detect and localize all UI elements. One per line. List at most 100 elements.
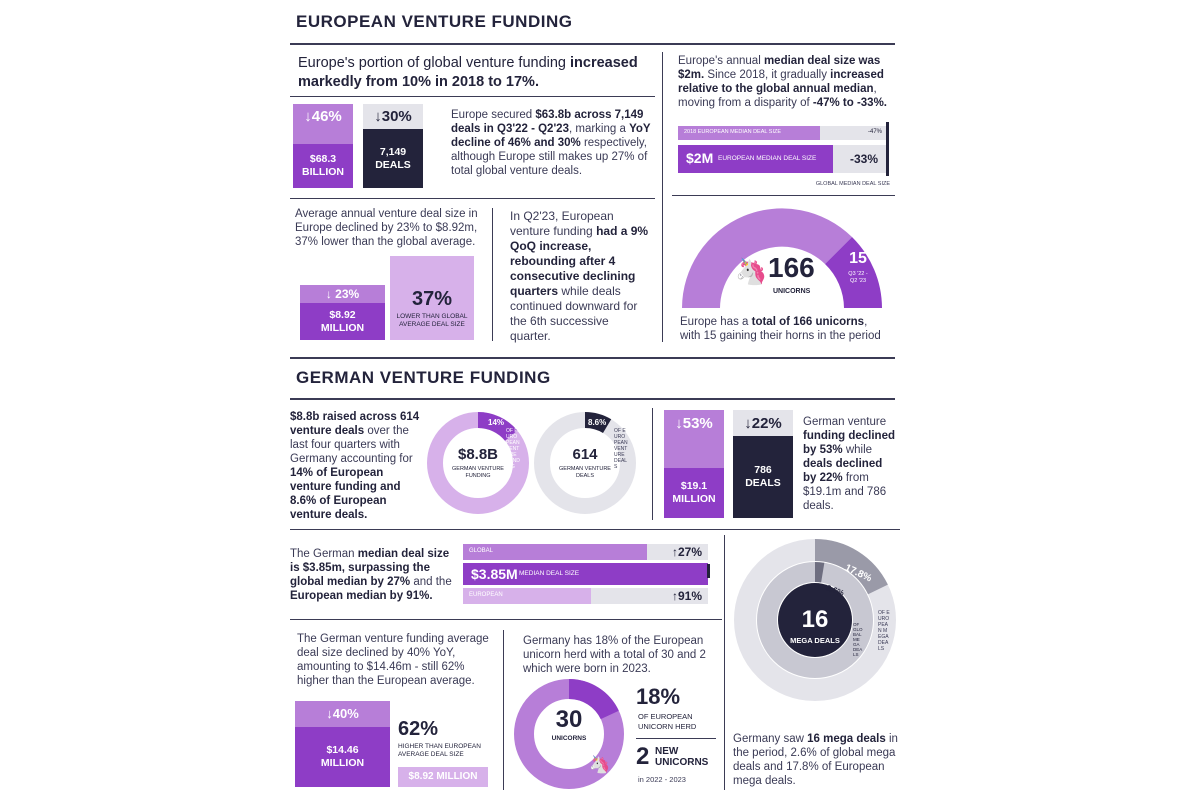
arrow-down-icon: ↓ bbox=[325, 287, 336, 301]
de-herd-pct-label: OF EUROPEAN UNICORN HERD bbox=[638, 712, 696, 732]
de-avg-bar: ↓ 40% $14.46 MILLION bbox=[295, 701, 390, 787]
eu-deals-pct: 30% bbox=[381, 108, 412, 125]
de-median-bar-current-label: MEDIAN DEAL SIZE bbox=[519, 570, 580, 577]
de-raised-p1: over the last four quarters with Germany… bbox=[290, 425, 413, 465]
de-deals-bar: ↓ 22% 786 DEALS bbox=[733, 410, 793, 518]
de-deals-value: 786 bbox=[754, 464, 772, 476]
de-vdivider-1 bbox=[652, 408, 653, 520]
de-median-bar-global-pct-val: 27% bbox=[677, 545, 702, 559]
eu-avg-37-value: 37% bbox=[411, 288, 453, 310]
eu-avg-37-box: 37% LOWER THAN GLOBAL AVERAGE DEAL SIZE bbox=[390, 256, 474, 340]
eu-funding-bar-bottom: $68.3 BILLION bbox=[293, 144, 353, 188]
eu-funding-bar-top: ↓ 46% bbox=[293, 104, 353, 144]
eu-median-bar-2018: 2018 EUROPEAN MEDIAN DEAL SIZE -47% bbox=[678, 126, 888, 140]
de-mega-outer-label: OF EUROPEAN MEGA DEALS bbox=[878, 610, 890, 652]
unicorn-icon: 🦄 bbox=[589, 755, 611, 774]
de-deals-donut-value: 614 bbox=[572, 446, 598, 463]
de-deals-bar-top: ↓ 22% bbox=[733, 410, 793, 436]
arrow-down-icon: ↓ bbox=[675, 415, 683, 432]
de-median-text: The German median deal size is $3.85m, s… bbox=[290, 547, 460, 603]
eu-title-divider bbox=[290, 43, 895, 45]
eu-funding-bar: ↓ 46% $68.3 BILLION bbox=[293, 104, 353, 188]
arrow-down-icon: ↓ bbox=[326, 706, 333, 721]
de-median-bar-global-pct: ↑27% bbox=[672, 545, 702, 559]
eu-avg-37-label: LOWER THAN GLOBAL AVERAGE DEAL SIZE bbox=[396, 313, 468, 328]
de-avg-pct: 40% bbox=[332, 706, 359, 721]
eu-unicorn-gauge bbox=[682, 208, 882, 308]
de-mega-text: Germany saw 16 mega deals in the period,… bbox=[733, 732, 903, 788]
de-mega-b1: 16 mega deals bbox=[807, 733, 886, 745]
eu-right-divider bbox=[672, 195, 895, 196]
de-avg-unit: MILLION bbox=[320, 757, 365, 769]
de-median-bar-global-fill bbox=[463, 544, 647, 560]
de-mega-inner-share bbox=[757, 562, 873, 678]
de-declined-b2: deals declined by 22% bbox=[803, 458, 883, 484]
de-deals-bar-bottom: 786 DEALS bbox=[733, 436, 793, 518]
eu-unicorn-count: 166 bbox=[768, 252, 815, 283]
eu-unicorn-p2: , with 15 gaining their horns in the per… bbox=[680, 316, 881, 342]
de-funding-donut-arc-label: OF EUROPEAN VENTURE FUNDING bbox=[506, 428, 520, 470]
eu-median-text: Europe's annual median deal size was $2m… bbox=[678, 54, 893, 110]
de-funding-donut-label-2: FUNDING bbox=[465, 473, 491, 479]
eu-unicorn-p1: Europe has a bbox=[680, 316, 752, 328]
eu-funding-unit: BILLION bbox=[302, 166, 344, 178]
eu-avg-pct: 23% bbox=[335, 287, 360, 301]
arrow-up-icon: ↑ bbox=[671, 589, 678, 603]
eu-unicorn-label: UNICORNS bbox=[773, 288, 811, 295]
de-avg-eu-box: $8.92 MILLION bbox=[398, 767, 488, 787]
eu-median-p1: Europe's annual bbox=[678, 55, 764, 67]
de-top-divider bbox=[290, 357, 895, 359]
eu-global-marker bbox=[886, 122, 889, 176]
de-median-bar-current-value: $3.85M bbox=[471, 566, 518, 582]
de-raised-b1: $8.8b raised across 614 venture deals bbox=[290, 411, 420, 437]
de-funding-donut-pct: 14% bbox=[488, 418, 505, 427]
de-median-p1: The German bbox=[290, 548, 358, 560]
de-median-bar-european-label: EUROPEAN bbox=[469, 592, 503, 598]
eu-avg-unit: MILLION bbox=[320, 321, 365, 334]
eu-median-b3: -47% to -33%. bbox=[812, 97, 887, 109]
de-funding-pct: 53% bbox=[682, 415, 713, 432]
de-declined-text: German venture funding declined by 53% w… bbox=[803, 415, 898, 513]
de-funding-bar: ↓ 53% $19.1 MILLION bbox=[664, 410, 724, 518]
de-new-label-1: NEW bbox=[655, 746, 679, 757]
de-median-bar-european-pct-val: 91% bbox=[677, 589, 702, 603]
de-herd-text: Germany has 18% of the European unicorn … bbox=[523, 635, 706, 675]
eu-median-bar-2018-label: 2018 EUROPEAN MEDIAN DEAL SIZE bbox=[684, 129, 781, 135]
de-herd-pct-label-2: UNICORN HERD bbox=[638, 722, 697, 731]
eu-funding-pct: 46% bbox=[311, 108, 342, 125]
de-raised-text: $8.8b raised across 614 venture deals ov… bbox=[290, 410, 420, 522]
de-new-count: 2 bbox=[636, 743, 650, 770]
eu-secured-b2: YoY decline of 46% and 30% bbox=[451, 123, 651, 149]
eu-headline-bold: increased markedly from 10% in 2018 to 1… bbox=[298, 55, 638, 90]
de-mega-inner-label: OF GLOBAL MEGA DEALS bbox=[853, 622, 863, 657]
de-herd-pct-label-1: OF EUROPEAN bbox=[638, 712, 693, 721]
eu-avg-bar-top: ↓ 23% bbox=[300, 285, 385, 303]
eu-q2-b1: had a 9% QoQ increase, rebounding after … bbox=[510, 224, 649, 298]
eu-vdivider bbox=[662, 52, 663, 342]
de-herd-label: UNICORNS bbox=[551, 735, 587, 742]
de-deals-donut-label: GERMAN VENTURE DEALS bbox=[547, 466, 623, 480]
de-herd-donut bbox=[514, 679, 624, 789]
de-new-period: in 2022 - 2023 bbox=[638, 775, 686, 784]
arrow-down-icon: ↓ bbox=[374, 108, 382, 125]
de-median-b2: European median by 91%. bbox=[290, 590, 433, 602]
eu-median-b1: median deal size was $2m. bbox=[678, 55, 881, 81]
de-declined-b1: funding declined by 53% bbox=[803, 430, 895, 456]
eu-divider-2 bbox=[290, 198, 655, 199]
eu-secured-text: Europe secured $63.8b across 7,149 deals… bbox=[451, 108, 651, 178]
eu-avg-text: Average annual venture deal size in Euro… bbox=[295, 208, 478, 248]
de-herd-divider bbox=[636, 738, 716, 739]
eu-median-b2: increased relative to the global annual … bbox=[678, 69, 884, 95]
eu-secured-b1: $63.8b across 7,149 deals in Q3'22 - Q2'… bbox=[451, 109, 644, 135]
de-title-divider bbox=[290, 398, 895, 400]
eu-q2-p1: In Q2'23, European venture funding bbox=[510, 209, 614, 238]
eu-median-p2: Since 2018, it gradually bbox=[704, 69, 831, 81]
de-funding-donut-label: GERMAN VENTURE FUNDING bbox=[440, 466, 516, 480]
de-vdivider-3 bbox=[503, 630, 504, 790]
eu-deals-value: 7,149 bbox=[379, 145, 407, 158]
eu-q2-p2: while deals continued downward for the 6… bbox=[510, 284, 638, 343]
eu-headline-divider bbox=[290, 96, 655, 97]
eu-median-p3: , moving from a disparity of bbox=[678, 83, 877, 109]
de-funding-bar-bottom: $19.1 MILLION bbox=[664, 468, 724, 518]
de-mega-label: MEGA DEALS bbox=[790, 636, 840, 645]
